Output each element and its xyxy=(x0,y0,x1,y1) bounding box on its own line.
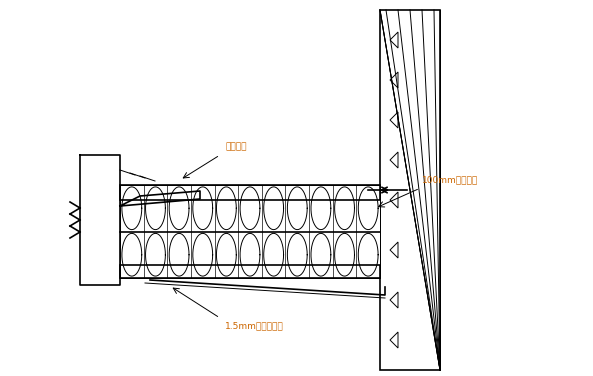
Bar xyxy=(380,10,440,370)
Text: 100mm厚防火棉: 100mm厚防火棉 xyxy=(422,176,478,185)
Bar xyxy=(120,185,380,278)
Bar xyxy=(120,185,380,200)
Text: 铝框料材: 铝框料材 xyxy=(225,143,247,152)
Bar xyxy=(120,265,380,278)
Text: 1.5mm厚浌平镰板: 1.5mm厚浌平镰板 xyxy=(225,321,283,331)
